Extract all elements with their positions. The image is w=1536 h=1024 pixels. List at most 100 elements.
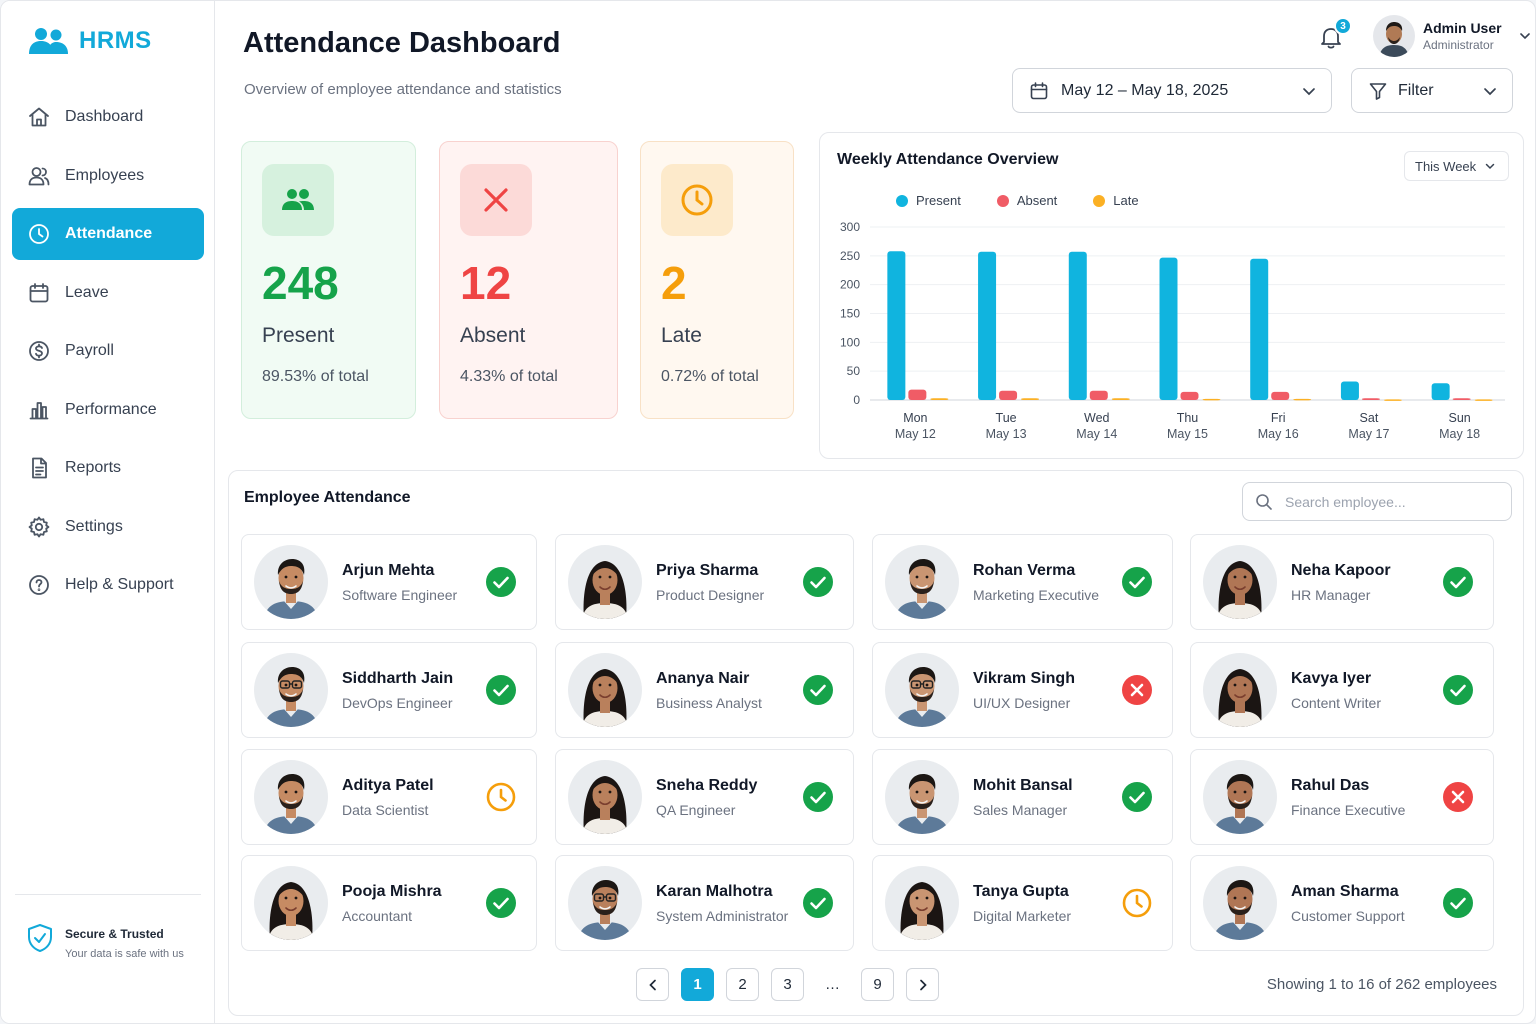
employee-name: Pooja Mishra xyxy=(342,882,442,900)
employee-name: Aman Sharma xyxy=(1291,882,1399,900)
chevron-down-icon xyxy=(1519,33,1530,40)
sidebar-item-employees[interactable]: Employees xyxy=(12,150,204,202)
employee-card[interactable]: Rohan Verma Marketing Executive xyxy=(872,534,1173,630)
clock-icon xyxy=(29,224,49,244)
x-tick-label: Tue xyxy=(996,411,1017,425)
late-percentage: 0.72% of total xyxy=(661,368,759,385)
document-icon xyxy=(32,457,47,479)
bar-absent xyxy=(1089,390,1108,400)
late-stat-card: 2 Late 0.72% of total xyxy=(640,141,794,419)
legend-late: Late xyxy=(1093,193,1139,208)
employee-name: Rohan Verma xyxy=(973,561,1076,579)
employee-card[interactable]: Arjun Mehta Software Engineer xyxy=(241,534,537,630)
page-button[interactable]: 1 xyxy=(681,968,714,1001)
employee-card[interactable]: Karan Malhotra System Administrator xyxy=(555,855,854,951)
sidebar: HRMS Dashboard Employees Attendance Leave Pa… xyxy=(1,1,215,1023)
search-box[interactable] xyxy=(1242,482,1512,521)
help-icon xyxy=(29,575,49,595)
page-button[interactable]: 2 xyxy=(726,968,759,1001)
bar-late xyxy=(1111,398,1130,400)
date-range-picker[interactable]: May 12 – May 18, 2025 xyxy=(1012,68,1332,113)
employee-attendance-title: Employee Attendance xyxy=(244,489,411,506)
bar-present xyxy=(1431,383,1450,400)
page-button[interactable]: 3 xyxy=(771,968,804,1001)
legend-absent: Absent xyxy=(996,193,1057,208)
employee-name: Siddharth Jain xyxy=(342,669,454,687)
sidebar-item-leave[interactable]: Leave xyxy=(12,267,204,319)
user-menu[interactable]: Admin User Administrator xyxy=(1373,15,1532,57)
bar-absent xyxy=(999,390,1018,400)
sidebar-item-attendance[interactable]: Attendance xyxy=(12,208,204,260)
bar-present xyxy=(1159,257,1178,400)
employee-card[interactable]: Siddharth Jain DevOps Engineer xyxy=(241,642,537,738)
bell-icon[interactable] xyxy=(1317,23,1345,51)
absent-x-icon xyxy=(1443,782,1473,812)
employee-role: Data Scientist xyxy=(342,801,429,818)
filter-dropdown[interactable]: Filter xyxy=(1351,68,1513,113)
sidebar-item-label: Dashboard xyxy=(65,108,144,125)
user-name: Admin User xyxy=(1423,20,1502,36)
avatar xyxy=(254,545,328,619)
logo[interactable]: HRMS xyxy=(29,27,152,55)
x-tick-label: Wed xyxy=(1084,411,1110,425)
employee-card[interactable]: Priya Sharma Product Designer xyxy=(555,534,854,630)
employee-card[interactable]: Ananya Nair Business Analyst xyxy=(555,642,854,738)
present-check-icon xyxy=(1443,567,1473,597)
employee-card[interactable]: Mohit Bansal Sales Manager xyxy=(872,749,1173,845)
sidebar-item-label: Settings xyxy=(65,517,123,535)
clock-icon xyxy=(661,164,733,236)
employee-role: Software Engineer xyxy=(342,586,458,603)
sidebar-item-dashboard[interactable]: Dashboard xyxy=(12,91,204,143)
late-label: Late xyxy=(661,324,702,347)
chevron-down-icon xyxy=(1485,163,1495,170)
chart-title: Weekly Attendance Overview xyxy=(837,151,1059,168)
x-tick-date: May 17 xyxy=(1348,427,1389,441)
employee-name: Rahul Das xyxy=(1291,776,1370,794)
sidebar-item-performance[interactable]: Performance xyxy=(12,384,204,436)
employee-role: QA Engineer xyxy=(656,801,736,818)
employee-role: Customer Support xyxy=(1291,907,1405,924)
next-page-button[interactable] xyxy=(906,968,939,1001)
employee-name: Neha Kapoor xyxy=(1291,561,1391,579)
employee-card[interactable]: Aman Sharma Customer Support xyxy=(1190,855,1494,951)
pagination: 1 2 3 … 9 xyxy=(636,968,939,1001)
sidebar-item-settings[interactable]: Settings xyxy=(12,501,204,553)
week-range-value: This Week xyxy=(1415,158,1477,174)
present-check-icon xyxy=(486,567,516,597)
employee-card[interactable]: Sneha Reddy QA Engineer xyxy=(555,749,854,845)
employee-card[interactable]: Vikram Singh UI/UX Designer xyxy=(872,642,1173,738)
prev-page-button[interactable] xyxy=(636,968,669,1001)
employee-name: Sneha Reddy xyxy=(656,776,758,794)
employee-role: Content Writer xyxy=(1291,694,1381,711)
avatar xyxy=(254,653,328,727)
secure-badge: Secure & Trusted Your data is safe with … xyxy=(27,923,184,960)
employee-card[interactable]: Tanya Gupta Digital Marketer xyxy=(872,855,1173,951)
secure-subtitle: Your data is safe with us xyxy=(65,948,184,960)
users-icon xyxy=(262,164,334,236)
page-button[interactable]: 9 xyxy=(861,968,894,1001)
avatar xyxy=(885,545,959,619)
bar-absent xyxy=(908,389,927,400)
users-icon xyxy=(28,166,50,185)
showing-count: Showing 1 to 16 of 262 employees xyxy=(1266,976,1497,993)
present-check-icon xyxy=(803,567,833,597)
sidebar-item-label: Employees xyxy=(65,166,145,184)
bar-absent xyxy=(1361,398,1380,400)
filter-icon xyxy=(1369,82,1387,100)
employee-card[interactable]: Pooja Mishra Accountant xyxy=(241,855,537,951)
search-employee-input[interactable] xyxy=(1285,493,1495,510)
present-percentage: 89.53% of total xyxy=(262,368,369,385)
employee-role: Business Analyst xyxy=(656,694,762,711)
sidebar-item-reports[interactable]: Reports xyxy=(12,442,204,494)
y-tick-label: 300 xyxy=(840,220,860,234)
week-range-select[interactable]: This Week xyxy=(1404,151,1509,181)
sidebar-item-payroll[interactable]: Payroll xyxy=(12,325,204,377)
employee-card[interactable]: Aditya Patel Data Scientist xyxy=(241,749,537,845)
app-name: HRMS xyxy=(79,27,152,54)
page-ellipsis: … xyxy=(825,976,840,993)
employee-card[interactable]: Rahul Das Finance Executive xyxy=(1190,749,1494,845)
employee-card[interactable]: Kavya Iyer Content Writer xyxy=(1190,642,1494,738)
sidebar-item-help-support[interactable]: Help & Support xyxy=(12,559,204,611)
legend-dot xyxy=(996,194,1009,207)
employee-card[interactable]: Neha Kapoor HR Manager xyxy=(1190,534,1494,630)
